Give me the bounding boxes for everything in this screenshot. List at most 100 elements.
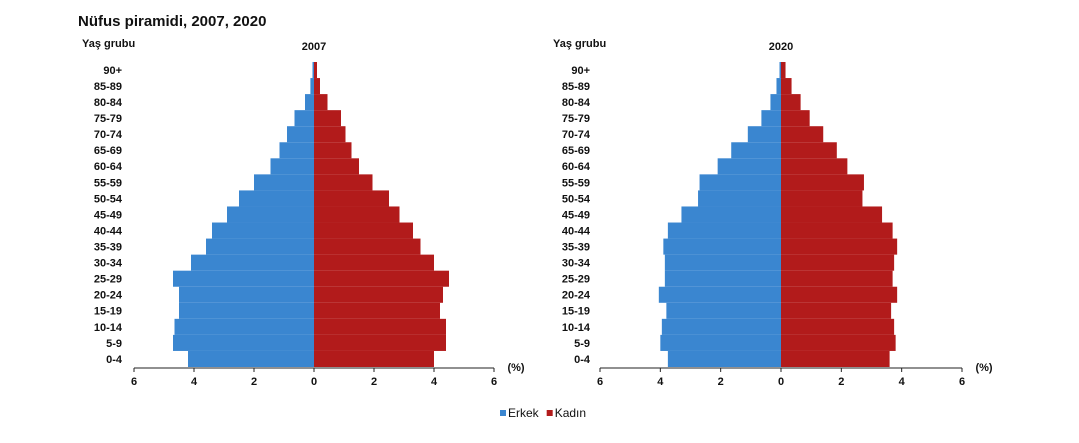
bar (781, 350, 890, 367)
bar (770, 94, 781, 111)
bar (781, 62, 786, 79)
y-tick-label: 80-84 (94, 97, 123, 109)
bar (781, 222, 893, 239)
bar (270, 158, 314, 175)
bar (698, 190, 781, 207)
bar (747, 126, 781, 143)
y-tick-label: 75-79 (94, 113, 122, 125)
bar (781, 270, 893, 287)
bar (227, 206, 314, 223)
x-axis-unit: (%) (507, 362, 524, 374)
bar (667, 350, 781, 367)
y-tick-label: 65-69 (562, 145, 590, 157)
bar (314, 350, 434, 367)
page-title: Nüfus piramidi, 2007, 2020 (78, 13, 266, 30)
legend-swatch (500, 410, 506, 416)
y-tick-label: 20-24 (562, 290, 591, 302)
bar (781, 190, 863, 207)
bar (239, 190, 314, 207)
bar (314, 94, 328, 111)
bar (781, 238, 898, 255)
bar (731, 142, 781, 159)
bar (664, 254, 781, 271)
bar (681, 206, 781, 223)
y-tick-label: 35-39 (562, 242, 590, 254)
bar (781, 126, 824, 143)
bar (664, 270, 781, 287)
y-tick-label: 60-64 (562, 161, 591, 173)
bar (314, 334, 446, 351)
y-tick-label: 65-69 (94, 145, 122, 157)
bar (781, 334, 896, 351)
y-tick-label: 5-9 (574, 338, 590, 350)
y-tick-label: 5-9 (106, 338, 122, 350)
bar (779, 62, 781, 79)
legend-label: Erkek (508, 406, 540, 420)
bar (781, 174, 864, 191)
x-tick-label: 2 (251, 376, 257, 388)
y-tick-label: 85-89 (94, 81, 122, 93)
bar (781, 318, 895, 335)
legend-swatch (546, 410, 553, 416)
bar (314, 238, 421, 255)
bar (314, 174, 373, 191)
bar (781, 206, 883, 223)
bar (279, 142, 314, 159)
bar (191, 254, 314, 271)
x-tick-label: 2 (838, 376, 844, 388)
x-tick-label: 0 (778, 376, 784, 388)
bar (174, 318, 314, 335)
y-tick-label: 45-49 (94, 209, 122, 221)
y-tick-label: 70-74 (94, 129, 123, 141)
bar (314, 302, 440, 319)
y-tick-label: 20-24 (94, 290, 123, 302)
bar (661, 318, 781, 335)
y-axis-label: Yaş grubu (553, 38, 606, 50)
x-tick-label: 4 (899, 376, 906, 388)
y-tick-label: 70-74 (562, 129, 591, 141)
bar (663, 238, 781, 255)
y-tick-label: 15-19 (94, 306, 122, 318)
y-tick-label: 50-54 (562, 193, 591, 205)
y-tick-label: 40-44 (94, 225, 123, 237)
y-tick-label: 90+ (103, 65, 122, 77)
x-tick-label: 6 (597, 376, 603, 388)
y-tick-label: 45-49 (562, 209, 590, 221)
bar (781, 94, 801, 111)
bar (179, 286, 314, 303)
bar (310, 78, 314, 95)
bar (314, 286, 443, 303)
y-tick-label: 55-59 (562, 177, 590, 189)
bar (305, 94, 314, 111)
y-tick-label: 30-34 (562, 258, 591, 270)
y-tick-label: 30-34 (94, 258, 123, 270)
y-tick-label: 0-4 (574, 354, 591, 366)
bar (781, 158, 848, 175)
y-axis-label: Yaş grubu (82, 38, 135, 50)
x-tick-label: 4 (657, 376, 664, 388)
y-tick-label: 80-84 (562, 97, 591, 109)
bar (173, 334, 314, 351)
bar (179, 302, 314, 319)
y-tick-label: 90+ (571, 65, 590, 77)
y-tick-label: 10-14 (94, 322, 123, 334)
y-tick-label: 85-89 (562, 81, 590, 93)
bar (206, 238, 314, 255)
bar (781, 254, 895, 271)
bar (314, 62, 317, 79)
bar (314, 78, 320, 95)
y-tick-label: 35-39 (94, 242, 122, 254)
chart-title: 2020 (769, 41, 793, 53)
y-tick-label: 55-59 (94, 177, 122, 189)
bar (254, 174, 314, 191)
bar (294, 110, 314, 127)
x-tick-label: 6 (491, 376, 497, 388)
bar (717, 158, 781, 175)
bar (314, 206, 400, 223)
bar (188, 350, 314, 367)
x-tick-label: 4 (191, 376, 198, 388)
x-tick-label: 6 (959, 376, 965, 388)
bar (761, 110, 781, 127)
chart-title: 2007 (302, 41, 326, 53)
